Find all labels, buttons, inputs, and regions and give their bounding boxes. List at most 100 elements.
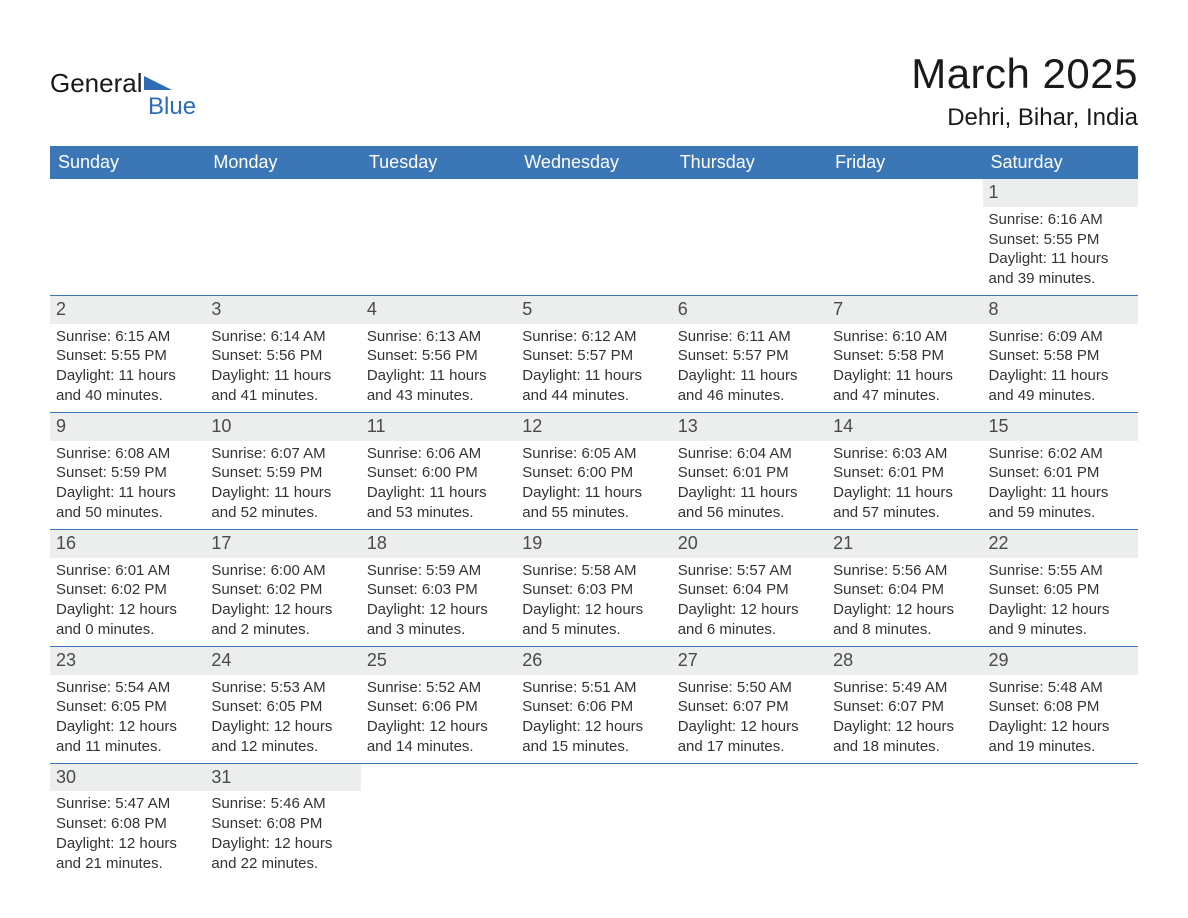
daylight-text-line1: Daylight: 11 hours [56, 366, 199, 386]
day-number: 7 [827, 296, 982, 324]
sunrise-text: Sunrise: 5:46 AM [211, 794, 354, 814]
daylight-text-line2: and 9 minutes. [989, 620, 1132, 640]
calendar-day-cell: 20Sunrise: 5:57 AMSunset: 6:04 PMDayligh… [672, 529, 827, 646]
day-body: Sunrise: 5:58 AMSunset: 6:03 PMDaylight:… [516, 558, 671, 646]
day-body: Sunrise: 6:09 AMSunset: 5:58 PMDaylight:… [983, 324, 1138, 412]
day-number: 25 [361, 647, 516, 675]
day-number: 28 [827, 647, 982, 675]
daylight-text-line1: Daylight: 11 hours [989, 366, 1132, 386]
daylight-text-line1: Daylight: 12 hours [367, 717, 510, 737]
day-number: 30 [50, 764, 205, 792]
calendar-day-cell: 10Sunrise: 6:07 AMSunset: 5:59 PMDayligh… [205, 412, 360, 529]
day-body: Sunrise: 6:15 AMSunset: 5:55 PMDaylight:… [50, 324, 205, 412]
daylight-text-line1: Daylight: 12 hours [678, 600, 821, 620]
calendar-day-cell: 14Sunrise: 6:03 AMSunset: 6:01 PMDayligh… [827, 412, 982, 529]
daylight-text-line1: Daylight: 11 hours [833, 366, 976, 386]
day-number: 19 [516, 530, 671, 558]
daylight-text-line1: Daylight: 12 hours [522, 717, 665, 737]
day-body: Sunrise: 5:53 AMSunset: 6:05 PMDaylight:… [205, 675, 360, 763]
sunset-text: Sunset: 6:04 PM [833, 580, 976, 600]
sunrise-text: Sunrise: 5:51 AM [522, 678, 665, 698]
daylight-text-line1: Daylight: 11 hours [367, 483, 510, 503]
daylight-text-line2: and 21 minutes. [56, 854, 199, 874]
sunrise-text: Sunrise: 5:47 AM [56, 794, 199, 814]
daylight-text-line2: and 15 minutes. [522, 737, 665, 757]
sunrise-text: Sunrise: 5:48 AM [989, 678, 1132, 698]
day-body: Sunrise: 5:49 AMSunset: 6:07 PMDaylight:… [827, 675, 982, 763]
calendar-day-cell: ..... [827, 763, 982, 879]
day-body: Sunrise: 6:03 AMSunset: 6:01 PMDaylight:… [827, 441, 982, 529]
day-number: 12 [516, 413, 671, 441]
sunrise-text: Sunrise: 6:16 AM [989, 210, 1132, 230]
sunrise-text: Sunrise: 6:11 AM [678, 327, 821, 347]
daylight-text-line2: and 19 minutes. [989, 737, 1132, 757]
calendar-day-cell: 21Sunrise: 5:56 AMSunset: 6:04 PMDayligh… [827, 529, 982, 646]
daylight-text-line1: Daylight: 12 hours [56, 834, 199, 854]
sunrise-text: Sunrise: 5:55 AM [989, 561, 1132, 581]
location: Dehri, Bihar, India [911, 104, 1138, 132]
day-body: Sunrise: 5:47 AMSunset: 6:08 PMDaylight:… [50, 791, 205, 879]
daylight-text-line1: Daylight: 12 hours [989, 600, 1132, 620]
daylight-text-line1: Daylight: 12 hours [989, 717, 1132, 737]
logo-text-blue: Blue [148, 93, 196, 121]
daylight-text-line2: and 18 minutes. [833, 737, 976, 757]
sunrise-text: Sunrise: 6:00 AM [211, 561, 354, 581]
day-number: 15 [983, 413, 1138, 441]
calendar-day-cell: 26Sunrise: 5:51 AMSunset: 6:06 PMDayligh… [516, 646, 671, 763]
sunrise-text: Sunrise: 6:15 AM [56, 327, 199, 347]
daylight-text-line2: and 2 minutes. [211, 620, 354, 640]
day-number: 22 [983, 530, 1138, 558]
weekday-header: Tuesday [361, 146, 516, 179]
daylight-text-line2: and 22 minutes. [211, 854, 354, 874]
weekday-header: Saturday [983, 146, 1138, 179]
sunset-text: Sunset: 6:06 PM [522, 697, 665, 717]
sunset-text: Sunset: 5:56 PM [211, 346, 354, 366]
weekday-header: Thursday [672, 146, 827, 179]
day-number: 6 [672, 296, 827, 324]
daylight-text-line1: Daylight: 12 hours [211, 834, 354, 854]
day-body: Sunrise: 6:13 AMSunset: 5:56 PMDaylight:… [361, 324, 516, 412]
calendar-day-cell: 31Sunrise: 5:46 AMSunset: 6:08 PMDayligh… [205, 763, 360, 879]
sunset-text: Sunset: 5:59 PM [56, 463, 199, 483]
daylight-text-line2: and 40 minutes. [56, 386, 199, 406]
daylight-text-line2: and 14 minutes. [367, 737, 510, 757]
calendar-week: 16Sunrise: 6:01 AMSunset: 6:02 PMDayligh… [50, 529, 1138, 646]
day-number: 2 [50, 296, 205, 324]
daylight-text-line2: and 12 minutes. [211, 737, 354, 757]
calendar-day-cell: ..... [516, 179, 671, 295]
day-body: Sunrise: 6:02 AMSunset: 6:01 PMDaylight:… [983, 441, 1138, 529]
day-number: 16 [50, 530, 205, 558]
daylight-text-line2: and 5 minutes. [522, 620, 665, 640]
calendar-day-cell: 23Sunrise: 5:54 AMSunset: 6:05 PMDayligh… [50, 646, 205, 763]
sunrise-text: Sunrise: 5:50 AM [678, 678, 821, 698]
calendar-table: SundayMondayTuesdayWednesdayThursdayFrid… [50, 146, 1138, 880]
sunset-text: Sunset: 5:58 PM [833, 346, 976, 366]
day-body: Sunrise: 5:59 AMSunset: 6:03 PMDaylight:… [361, 558, 516, 646]
daylight-text-line2: and 52 minutes. [211, 503, 354, 523]
day-body: Sunrise: 5:56 AMSunset: 6:04 PMDaylight:… [827, 558, 982, 646]
daylight-text-line1: Daylight: 11 hours [522, 366, 665, 386]
sunrise-text: Sunrise: 6:03 AM [833, 444, 976, 464]
sunrise-text: Sunrise: 5:57 AM [678, 561, 821, 581]
calendar-day-cell: ..... [516, 763, 671, 879]
day-body: Sunrise: 5:48 AMSunset: 6:08 PMDaylight:… [983, 675, 1138, 763]
day-body: Sunrise: 6:00 AMSunset: 6:02 PMDaylight:… [205, 558, 360, 646]
sunset-text: Sunset: 6:04 PM [678, 580, 821, 600]
sunrise-text: Sunrise: 6:02 AM [989, 444, 1132, 464]
daylight-text-line1: Daylight: 12 hours [678, 717, 821, 737]
sunset-text: Sunset: 6:02 PM [211, 580, 354, 600]
title-block: March 2025 Dehri, Bihar, India [911, 50, 1138, 132]
calendar-day-cell: 18Sunrise: 5:59 AMSunset: 6:03 PMDayligh… [361, 529, 516, 646]
calendar-day-cell: 19Sunrise: 5:58 AMSunset: 6:03 PMDayligh… [516, 529, 671, 646]
daylight-text-line2: and 49 minutes. [989, 386, 1132, 406]
sunset-text: Sunset: 5:55 PM [989, 230, 1132, 250]
calendar-day-cell: 28Sunrise: 5:49 AMSunset: 6:07 PMDayligh… [827, 646, 982, 763]
daylight-text-line2: and 39 minutes. [989, 269, 1132, 289]
calendar-day-cell: 24Sunrise: 5:53 AMSunset: 6:05 PMDayligh… [205, 646, 360, 763]
calendar-day-cell: 16Sunrise: 6:01 AMSunset: 6:02 PMDayligh… [50, 529, 205, 646]
calendar-day-cell: 3Sunrise: 6:14 AMSunset: 5:56 PMDaylight… [205, 295, 360, 412]
sunrise-text: Sunrise: 5:56 AM [833, 561, 976, 581]
calendar-week: 9Sunrise: 6:08 AMSunset: 5:59 PMDaylight… [50, 412, 1138, 529]
daylight-text-line2: and 17 minutes. [678, 737, 821, 757]
calendar-week: 30Sunrise: 5:47 AMSunset: 6:08 PMDayligh… [50, 763, 1138, 879]
